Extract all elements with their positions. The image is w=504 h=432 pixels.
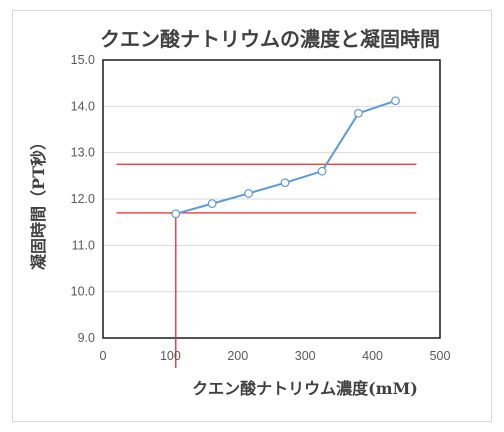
x-tick-label: 500 <box>430 349 451 363</box>
y-axis-label: 凝固時間（PT秒） <box>29 134 48 270</box>
y-tick-label: 9.0 <box>78 331 95 345</box>
x-tick-label: 0 <box>100 349 107 363</box>
data-point <box>354 108 363 118</box>
plot-border <box>102 59 441 339</box>
y-tick-label: 13.0 <box>71 146 95 160</box>
data-point <box>171 209 181 219</box>
reference-lines <box>116 163 417 368</box>
chart-title: クエン酸ナトリウムの濃度と凝固時間 <box>100 27 440 51</box>
grid <box>103 59 440 339</box>
y-tick-label: 15.0 <box>71 53 95 67</box>
x-tick-label: 400 <box>362 349 383 363</box>
y-tick-label: 10.0 <box>71 285 95 299</box>
x-axis-label: クエン酸ナトリウム濃度(mM) <box>192 379 418 398</box>
series-line-0 <box>175 99 396 215</box>
y-tick-labels: 9.0 10.0 11.0 12.0 13.0 14.0 15.0 <box>71 53 95 345</box>
data-point <box>207 199 217 209</box>
y-tick-label: 11.0 <box>72 238 95 252</box>
chart-frame <box>12 10 492 422</box>
x-tick-label: 100 <box>160 349 181 363</box>
y-tick-label: 12.0 <box>71 192 95 206</box>
data-point <box>280 178 290 188</box>
x-tick-labels: 0 100 200 300 400 500 <box>100 349 451 363</box>
data-point <box>391 96 400 106</box>
data-point <box>317 166 327 176</box>
x-tick-label: 300 <box>295 349 316 363</box>
x-tick-label: 200 <box>227 349 248 363</box>
data-point <box>244 189 253 198</box>
series <box>171 96 400 219</box>
y-tick-label: 14.0 <box>71 99 95 113</box>
